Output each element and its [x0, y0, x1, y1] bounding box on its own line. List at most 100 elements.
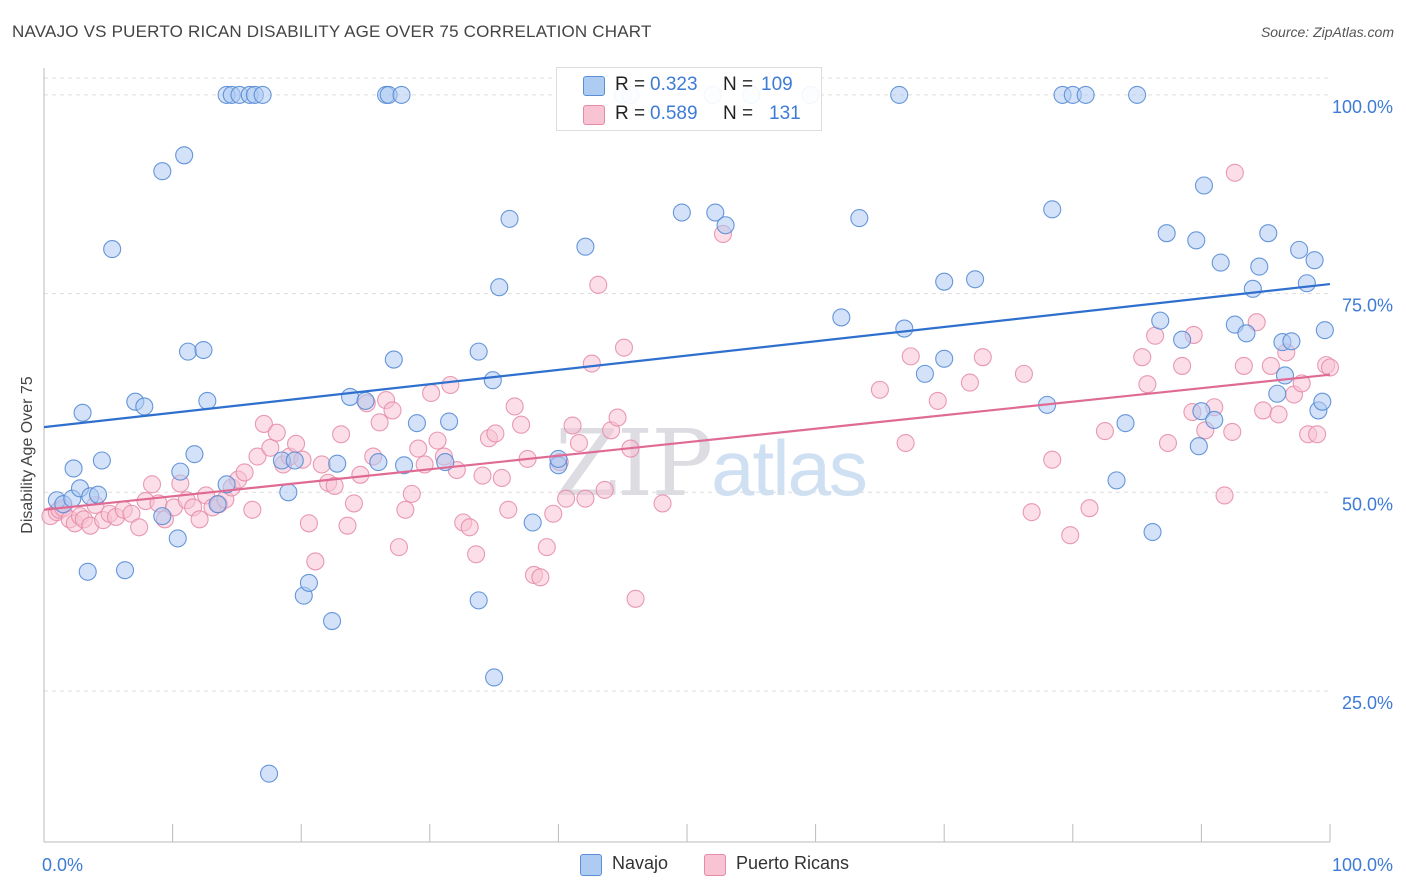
navajo-point: [208, 495, 227, 514]
puerto-ricans-point: [122, 504, 141, 523]
y-axis-label: Disability Age Over 75: [19, 376, 36, 534]
navajo-point: [88, 485, 108, 504]
puerto-ricans-point: [1014, 364, 1033, 383]
navajo-point: [966, 270, 985, 289]
puerto-ricans-point: [1225, 163, 1244, 182]
puerto-ricans-point: [626, 589, 645, 608]
navajo-trend-line: [43, 282, 1331, 429]
navajo-point: [395, 456, 414, 475]
stats-row-puerto-ricans: R = 0.589 N = 131: [557, 99, 821, 129]
navajo-point: [850, 209, 869, 228]
navajo-point: [153, 507, 172, 526]
n-label: N =: [723, 103, 754, 124]
puerto-ricans-point: [428, 431, 447, 450]
puerto-ricans-point: [492, 468, 511, 488]
navajo-point: [1243, 279, 1262, 298]
puerto-ricans-point: [1043, 450, 1062, 469]
navajo-point: [1259, 224, 1278, 243]
navajo-point: [198, 391, 217, 410]
series-legend: Navajo Puerto Ricans: [0, 852, 1406, 878]
puerto-ricans-point: [557, 489, 576, 508]
puerto-ricans-point: [569, 433, 589, 453]
puerto-ricans-point: [467, 545, 486, 564]
navajo-point: [115, 561, 135, 580]
navajo-point: [576, 237, 595, 256]
puerto-ricans-point: [653, 494, 672, 513]
puerto-ricans-point: [1254, 401, 1273, 420]
source-label: Source: ZipAtlas.com: [1260, 24, 1394, 40]
y-tick-label: 50.0%: [1342, 494, 1393, 514]
navajo-point: [407, 414, 426, 433]
navajo-point: [253, 85, 272, 104]
r-label: R =: [615, 74, 646, 95]
puerto-ricans-point: [130, 518, 149, 537]
puerto-ricans-point: [499, 500, 518, 519]
navajo-point: [323, 611, 342, 631]
navajo-point: [706, 203, 725, 222]
navajo-point: [1211, 253, 1230, 272]
navajo-point: [1076, 85, 1095, 104]
puerto-ricans-point: [614, 338, 634, 357]
puerto-ricans-point: [261, 438, 280, 457]
navajo-point: [490, 278, 509, 297]
navajo-point: [469, 591, 488, 610]
puerto-ricans-point: [595, 480, 614, 499]
navajo-point: [279, 483, 298, 502]
n-value: 109: [761, 74, 793, 95]
navajo-point: [175, 146, 194, 165]
puerto-ricans-point: [505, 397, 524, 416]
puerto-ricans-point: [287, 434, 306, 453]
y-tick-label: 25.0%: [1342, 693, 1393, 713]
legend-label-puerto-ricans: Puerto Ricans: [736, 853, 850, 873]
x-tick-label: 100.0%: [1332, 855, 1393, 875]
navajo-point: [1313, 392, 1332, 411]
navajo-point: [103, 240, 122, 259]
navajo-point: [178, 342, 198, 361]
navajo-point: [168, 529, 187, 548]
puerto-ricans-point: [531, 568, 550, 587]
navajo-point: [1116, 414, 1135, 433]
puerto-ricans-point: [1173, 356, 1192, 375]
puerto-ricans-point: [325, 476, 344, 495]
navajo-point: [1128, 85, 1147, 104]
navajo-legend-swatch: [580, 854, 602, 876]
n-label: N =: [723, 74, 754, 95]
puerto-ricans-point: [1308, 425, 1327, 444]
puerto-ricans-point: [248, 447, 267, 466]
puerto-ricans-point: [1146, 326, 1165, 345]
puerto-ricans-point: [544, 504, 563, 523]
navajo-point: [485, 668, 504, 687]
puerto-ricans-point: [344, 494, 363, 513]
navajo-point: [1157, 224, 1176, 243]
navajo-swatch: [583, 76, 605, 96]
puerto-ricans-point: [460, 518, 479, 537]
puerto-ricans-point: [512, 415, 531, 434]
puerto-ricans-point: [351, 465, 370, 484]
puerto-ricans-swatch: [583, 105, 605, 125]
navajo-point: [440, 412, 459, 431]
puerto-ricans-point: [870, 380, 889, 399]
puerto-ricans-point: [589, 275, 608, 294]
r-value: 0.323: [650, 74, 698, 95]
puerto-ricans-point: [1061, 526, 1080, 545]
watermark-atlas: atlas: [711, 424, 868, 512]
chart-title: NAVAJO VS PUERTO RICAN DISABILITY AGE OV…: [12, 22, 652, 41]
puerto-ricans-point: [1095, 422, 1114, 441]
puerto-ricans-point: [582, 354, 601, 373]
navajo-point: [171, 462, 190, 481]
navajo-point: [469, 342, 488, 361]
navajo-point: [341, 387, 360, 406]
puerto-ricans-point: [441, 375, 460, 395]
navajo-point: [135, 397, 154, 416]
navajo-point: [356, 391, 375, 410]
navajo-point: [1187, 231, 1206, 250]
puerto-ricans-point: [608, 408, 627, 427]
navajo-point: [672, 203, 691, 222]
puerto-ricans-point: [1247, 313, 1266, 332]
puerto-ricans-point: [960, 373, 979, 392]
navajo-point: [78, 562, 97, 581]
puerto-ricans-point: [243, 500, 262, 519]
puerto-ricans-point: [402, 484, 421, 503]
puerto-ricans-point: [254, 414, 273, 433]
